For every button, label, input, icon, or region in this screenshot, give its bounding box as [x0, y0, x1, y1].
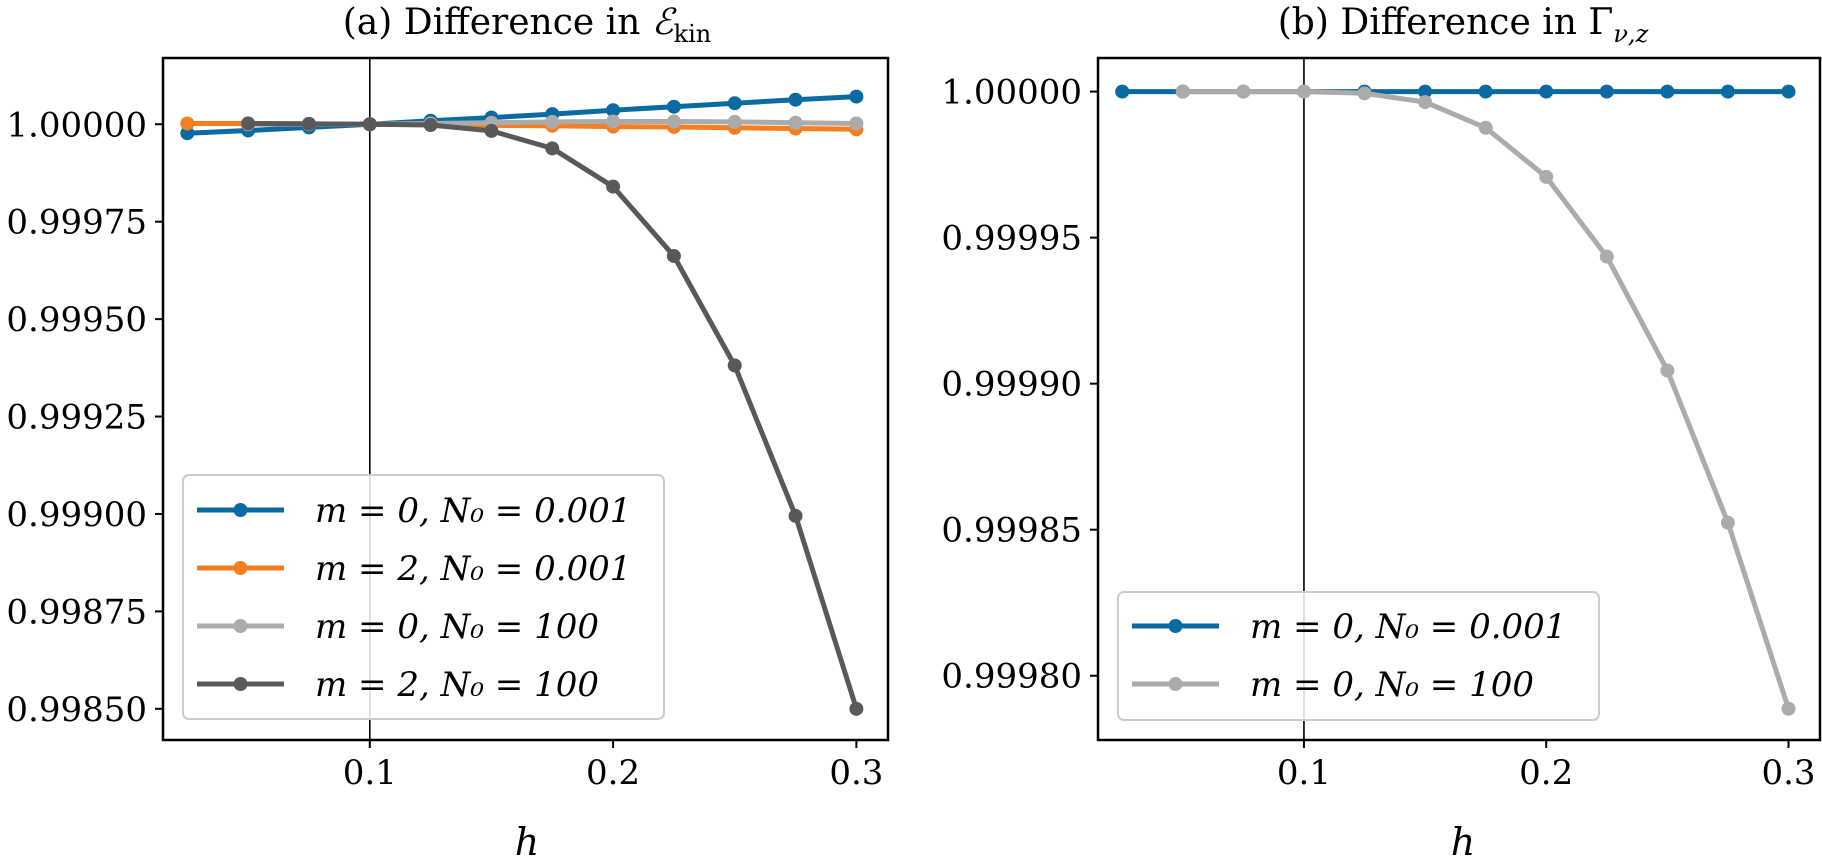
panel-a-legend-entry-2-label: m = 0, N₀ = 100: [315, 607, 599, 647]
panel-a-series-3-point: [241, 116, 256, 131]
panel-b-series-0-point: [1781, 84, 1796, 99]
panel-b-y-tick-label: 0.99995: [941, 219, 1082, 259]
panel-b-legend-box: [1117, 591, 1600, 721]
panel-b-series-1-point: [1478, 120, 1493, 135]
panel-a-y-tick-label: 0.99900: [6, 495, 147, 535]
panel-b-y-tick-label: 0.99985: [941, 511, 1082, 551]
panel-a-series-2-point: [545, 114, 560, 129]
panel-b-series-1-point: [1418, 95, 1433, 110]
panel-a-series-3-point: [788, 508, 803, 523]
panel-b-series-1-point: [1781, 701, 1796, 716]
panel-a-series-3-point: [849, 701, 864, 716]
panel-b-legend-entry-1-label: m = 0, N₀ = 100: [1250, 665, 1534, 705]
panel-b-y-tick-label: 1.00000: [941, 73, 1082, 113]
panel-a-series-3-point: [301, 116, 316, 131]
panel-a-series-2-point: [849, 116, 864, 131]
panel-b-x-axis-label: h: [1451, 820, 1475, 857]
panel-b-legend-swatch-marker: [1168, 677, 1183, 691]
panel-b-series-1-point: [1296, 84, 1311, 99]
panel-a-axes-frame: [161, 56, 890, 742]
panel-b-series-0-point: [1539, 84, 1554, 99]
panel-a-x-tick-label: 0.2: [586, 753, 640, 793]
panel-b-x-tick-label: 0.2: [1519, 753, 1573, 793]
panel-a-y-tick-label: 0.99975: [6, 203, 147, 243]
panel-b-series-1-point: [1720, 515, 1735, 530]
panel-b-series-1-point: [1599, 249, 1614, 264]
panel-a-legend: m = 0, N₀ = 0.001 m = 2, N₀ = 0.001 m = 0,…: [182, 474, 665, 720]
panel-a-series-3-point: [727, 358, 742, 373]
panel-b-title-subscript: ν,z: [1613, 20, 1648, 48]
panel-b-series-1-point: [1175, 84, 1190, 99]
panel-a-y-tick-label: 0.99875: [6, 592, 147, 632]
panel-a-series-1-point: [180, 116, 195, 131]
panel-b-series-0-point: [1720, 84, 1735, 99]
panel-a-legend-entry-1-label: m = 2, N₀ = 0.001: [315, 549, 631, 589]
panel-a: (a) Difference in ℰkin 0.1 0.2 0.30.998500…: [6, 2, 890, 857]
panel-a-legend-box: [182, 474, 665, 720]
panel-b-series-0-point: [1660, 84, 1675, 99]
panel-a-series-0-point: [666, 99, 681, 114]
panel-b-legend-entry-0-label: m = 0, N₀ = 0.001: [1250, 607, 1566, 647]
panel-a-series-3-point: [666, 248, 681, 263]
panel-a-legend-entry-0-label: m = 0, N₀ = 0.001: [315, 491, 631, 531]
panel-a-series-2-point: [727, 114, 742, 129]
panel-a-series-0-point: [849, 89, 864, 104]
panel-a-series-0-point: [606, 103, 621, 118]
panel-a-series-3-point: [423, 118, 438, 133]
panel-b-series-1-point: [1236, 84, 1251, 99]
panel-a-y-tick-label: 1.00000: [6, 105, 147, 145]
panel-b-legend: m = 0, N₀ = 0.001 m = 0, N₀ = 100: [1117, 591, 1600, 721]
panel-b-legend-swatch-marker: [1168, 619, 1183, 633]
panel-a-title-symbol: ℰ: [652, 2, 677, 43]
panel-a-legend-entry-3-label: m = 2, N₀ = 100: [315, 665, 599, 705]
panel-a-series-group: [180, 89, 864, 716]
panel-a-series-0-point: [788, 92, 803, 107]
panel-a-title: (a) Difference in ℰkin: [343, 2, 712, 48]
panel-b-series-0-point: [1478, 84, 1493, 99]
panel-a-x-tick-label: 0.1: [343, 753, 397, 793]
panel-a-legend-swatch-marker: [233, 561, 248, 575]
panel-b-series-1-point: [1539, 169, 1554, 184]
panel-b-title: (b) Difference in Γν,z: [1278, 2, 1649, 48]
panel-a-y-tick-label: 0.99925: [6, 398, 147, 438]
panel-b-x-tick-label: 0.1: [1277, 753, 1331, 793]
panel-b-series-group: [1115, 84, 1796, 716]
panel-b-series-1-point: [1660, 363, 1675, 378]
panel-a-series-3-point: [362, 117, 377, 132]
panel-a-x-tick-label: 0.3: [829, 753, 883, 793]
panel-a-series-0-point: [727, 96, 742, 111]
panel-b-axes-frame: [1096, 56, 1822, 742]
panel-b-plot-area: 0.1 0.2 0.3 0.99980 0.99985 0.99990 0.99995 1.0…: [941, 56, 1822, 793]
panel-a-series-3-point: [606, 179, 621, 194]
panel-b: (b) Difference in Γν,z 0.1 0.2 0.30.999800…: [941, 2, 1822, 857]
panel-a-legend-swatch-marker: [233, 619, 248, 633]
panel-a-series-0-point: [180, 126, 195, 141]
panel-a-y-tick-label: 0.99850: [6, 690, 147, 730]
panel-b-y-tick-label: 0.99980: [941, 657, 1082, 697]
panel-a-x-axis-label: h: [515, 820, 539, 857]
panel-a-legend-swatch-marker: [233, 503, 248, 517]
panel-b-series-0-point: [1115, 84, 1130, 99]
panel-b-x-tick-label: 0.3: [1761, 753, 1815, 793]
panel-a-title-subscript: kin: [674, 20, 712, 48]
panel-b-series-1-point: [1357, 86, 1372, 101]
panel-a-legend-swatch-marker: [233, 677, 248, 691]
panel-b-series-0-point: [1599, 84, 1614, 99]
panel-b-y-tick-label: 0.99990: [941, 365, 1082, 405]
panel-a-plot-area: 0.1 0.2 0.3 0.99850 0.99875 0.99900 0.99925 0.9…: [6, 56, 890, 793]
panel-a-series-2-point: [788, 115, 803, 130]
panel-a-y-tick-label: 0.99950: [6, 300, 147, 340]
panel-a-series-3-point: [545, 141, 560, 156]
panel-a-series-2-point: [606, 114, 621, 129]
panel-a-series-3-point: [484, 123, 499, 138]
panel-a-series-0-line: [184, 94, 859, 136]
panel-a-series-2-point: [666, 114, 681, 129]
panel-b-series-0-point: [1418, 84, 1433, 99]
